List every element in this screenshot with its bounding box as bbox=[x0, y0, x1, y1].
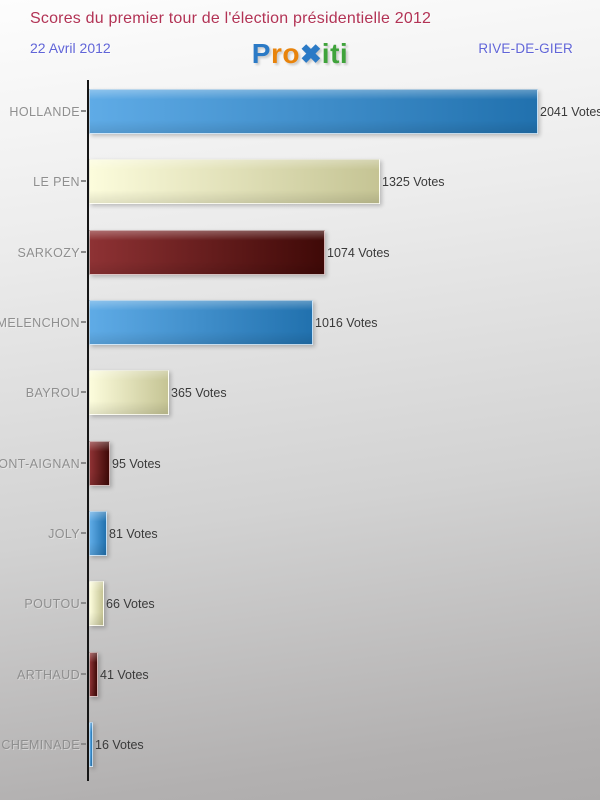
axis-tick bbox=[81, 602, 86, 604]
votes-value: 1325 Votes bbox=[382, 174, 445, 189]
bar-row: ARTHAUD 41 Votes bbox=[0, 652, 600, 697]
category-label-cell: LE PEN bbox=[0, 159, 80, 204]
bar-row: DUPONT-AIGNAN 95 Votes bbox=[0, 441, 600, 486]
candidate-label: POUTOU bbox=[24, 596, 80, 611]
candidate-label: BAYROU bbox=[25, 385, 80, 400]
bar-row: HOLLANDE 2041 Votes bbox=[0, 89, 600, 134]
logo-letter: P bbox=[251, 38, 271, 69]
votes-value: 81 Votes bbox=[109, 526, 158, 541]
category-label-cell: BAYROU bbox=[0, 370, 80, 415]
logo-letter: i bbox=[321, 38, 331, 69]
votes-value: 2041 Votes bbox=[540, 104, 600, 119]
axis-tick bbox=[81, 180, 86, 182]
bar-row: CHEMINADE 16 Votes bbox=[0, 722, 600, 767]
bar-row: SARKOZY 1074 Votes bbox=[0, 230, 600, 275]
votes-value: 1016 Votes bbox=[315, 315, 378, 330]
vote-bar bbox=[89, 370, 169, 415]
y-axis-line bbox=[87, 80, 89, 781]
axis-tick bbox=[81, 391, 86, 393]
vote-bar bbox=[89, 441, 110, 486]
category-label-cell: CHEMINADE bbox=[0, 722, 80, 767]
vote-bar bbox=[89, 159, 380, 204]
proxiti-x-icon: ✖ bbox=[300, 39, 322, 69]
candidate-label: JOLY bbox=[48, 526, 80, 541]
proxiti-logo: Pro✖iti bbox=[0, 38, 600, 70]
votes-value: 66 Votes bbox=[106, 596, 155, 611]
votes-value: 365 Votes bbox=[171, 385, 227, 400]
axis-tick bbox=[81, 462, 86, 464]
vote-bar bbox=[89, 652, 98, 697]
bar-row: BAYROU 365 Votes bbox=[0, 370, 600, 415]
vote-bar bbox=[89, 511, 107, 556]
candidate-label: CHEMINADE bbox=[1, 737, 80, 752]
bar-row: JOLY 81 Votes bbox=[0, 511, 600, 556]
category-label-cell: JOLY bbox=[0, 511, 80, 556]
bar-row: MELENCHON 1016 Votes bbox=[0, 300, 600, 345]
category-label-cell: POUTOU bbox=[0, 581, 80, 626]
candidate-label: SARKOZY bbox=[17, 245, 80, 260]
candidate-label: ARTHAUD bbox=[17, 667, 80, 682]
category-label-cell: ARTHAUD bbox=[0, 652, 80, 697]
votes-value: 16 Votes bbox=[95, 737, 144, 752]
logo-letter: i bbox=[339, 38, 349, 69]
logo-letter: r bbox=[270, 38, 283, 69]
votes-value: 41 Votes bbox=[100, 667, 149, 682]
candidate-label: HOLLANDE bbox=[9, 104, 80, 119]
vote-bar bbox=[89, 722, 93, 767]
axis-tick bbox=[81, 251, 86, 253]
votes-value: 1074 Votes bbox=[327, 245, 390, 260]
axis-tick bbox=[81, 673, 86, 675]
category-label-cell: MELENCHON bbox=[0, 300, 80, 345]
candidate-label: LE PEN bbox=[33, 174, 80, 189]
vote-bar bbox=[89, 230, 325, 275]
votes-value: 95 Votes bbox=[112, 456, 161, 471]
vote-bar bbox=[89, 581, 104, 626]
axis-tick bbox=[81, 110, 86, 112]
location-label: RIVE-DE-GIER bbox=[478, 41, 573, 56]
bar-row: LE PEN 1325 Votes bbox=[0, 159, 600, 204]
category-label-cell: DUPONT-AIGNAN bbox=[0, 441, 80, 486]
candidate-label: MELENCHON bbox=[0, 315, 80, 330]
logo-letter: t bbox=[330, 38, 340, 69]
vote-bar bbox=[89, 300, 313, 345]
logo-letter: o bbox=[282, 38, 300, 69]
candidate-label: DUPONT-AIGNAN bbox=[0, 456, 80, 471]
bar-row: POUTOU 66 Votes bbox=[0, 581, 600, 626]
category-label-cell: SARKOZY bbox=[0, 230, 80, 275]
chart-date: 22 Avril 2012 bbox=[30, 40, 111, 56]
category-label-cell: HOLLANDE bbox=[0, 89, 80, 134]
axis-tick bbox=[81, 743, 86, 745]
vote-bar bbox=[89, 89, 538, 134]
axis-tick bbox=[81, 532, 86, 534]
axis-tick bbox=[81, 321, 86, 323]
chart-title: Scores du premier tour de l'élection pré… bbox=[30, 10, 432, 27]
